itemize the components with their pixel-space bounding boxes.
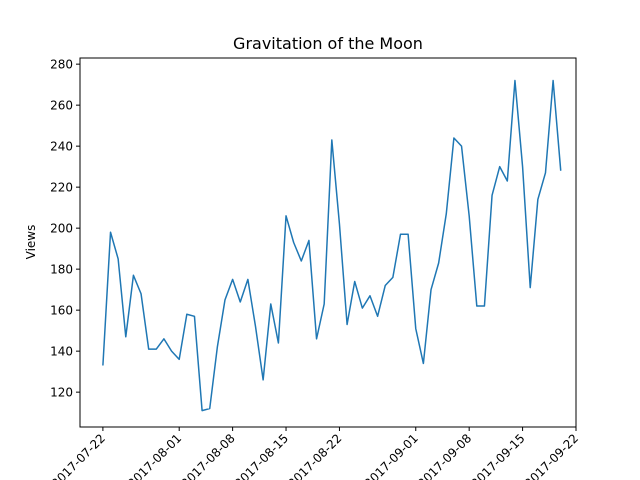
x-tick-label: 2017-07-22 <box>49 431 108 480</box>
x-tick-label: 2017-08-15 <box>232 431 291 480</box>
x-tick-label: 2017-08-22 <box>285 431 344 480</box>
x-tick-label: 2017-09-08 <box>415 431 474 480</box>
y-tick-label: 140 <box>50 345 73 359</box>
y-axis-label: Views <box>24 225 38 260</box>
y-tick-label: 180 <box>50 263 73 277</box>
y-tick-label: 120 <box>50 386 73 400</box>
y-axis: 120 140 160 180 200 220 240 260 280 <box>50 58 80 400</box>
x-tick-label: 2017-08-01 <box>125 431 184 480</box>
plot-frame <box>79 57 577 428</box>
y-tick-label: 240 <box>50 140 73 154</box>
x-tick-label: 2017-09-22 <box>522 431 581 480</box>
y-tick-label: 280 <box>50 58 73 72</box>
x-tick-label: 2017-08-08 <box>179 431 238 480</box>
x-tick-label: 2017-09-15 <box>468 431 527 480</box>
x-axis: 2017-07-22 2017-08-012017-08-082017-08-15… <box>49 427 581 480</box>
y-tick-label: 160 <box>50 304 73 318</box>
chart-title: Gravitation of the Moon <box>233 34 423 53</box>
y-tick-label: 260 <box>50 99 73 113</box>
series-line-views <box>102 79 562 412</box>
y-tick-label: 200 <box>50 222 73 236</box>
y-tick-label: 220 <box>50 181 73 195</box>
plot-area <box>102 79 562 412</box>
x-tick-label: 2017-09-01 <box>362 431 421 480</box>
